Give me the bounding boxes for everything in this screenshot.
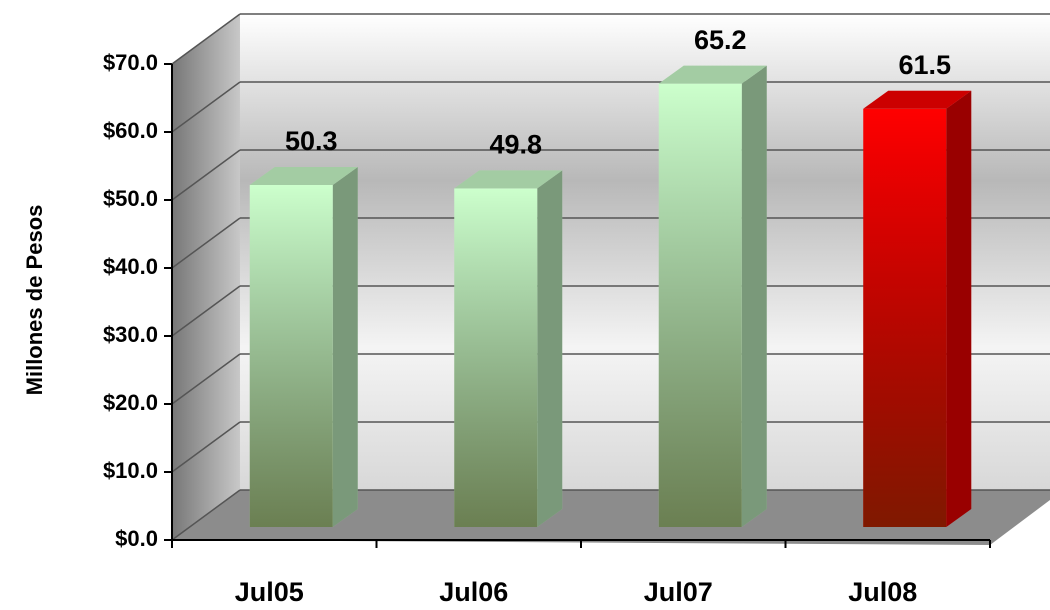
bar-side [537,170,563,528]
bar-side [332,166,358,527]
data-label: 61.5 [898,50,951,80]
bar-top-shade [249,166,358,185]
x-tick-label: Jul05 [235,577,304,607]
bar-side [741,65,767,527]
bar-side-shade [946,90,972,528]
grid-line [171,149,241,201]
y-tick-label: $70.0 [103,50,158,75]
bar-shade [658,83,742,527]
back-wall [240,14,1050,490]
data-label: 50.3 [285,126,338,156]
bar-top [658,65,767,84]
bar-top-shade [658,65,767,84]
bar-side-shade [332,166,358,527]
grid-line [171,13,241,65]
bar-shade [249,184,333,527]
y-tick-label: $30.0 [103,322,158,347]
bar-top [249,166,358,185]
bar-shade [863,108,947,528]
y-tick-label: $40.0 [103,254,158,279]
bar-top [863,90,972,109]
grid-line [171,285,241,337]
grid-line [171,421,241,473]
grid-line [171,353,241,405]
y-tick-label: $60.0 [103,118,158,143]
y-tick-label: $50.0 [103,186,158,211]
y-tick-label: $0.0 [115,526,158,551]
grid-line [171,217,241,269]
x-tick-label: Jul06 [439,577,508,607]
y-axis-label: Millones de Pesos [22,205,47,396]
bar-side-shade [741,65,767,527]
grid-line [171,81,241,133]
bar-side-shade [537,170,563,528]
bar-top-shade [863,90,972,109]
data-label: 65.2 [694,25,747,55]
x-tick-label: Jul07 [644,577,713,607]
side-wall [172,14,240,540]
grid-line [171,489,241,541]
y-tick-label: $20.0 [103,390,158,415]
bar-top [454,170,563,189]
bar-shade [454,188,538,528]
bar-top-shade [454,170,563,189]
y-tick-label: $10.0 [103,458,158,483]
floor [172,490,1050,545]
bar-side [946,90,972,528]
data-label: 49.8 [489,129,542,159]
x-tick-label: Jul08 [848,577,917,607]
